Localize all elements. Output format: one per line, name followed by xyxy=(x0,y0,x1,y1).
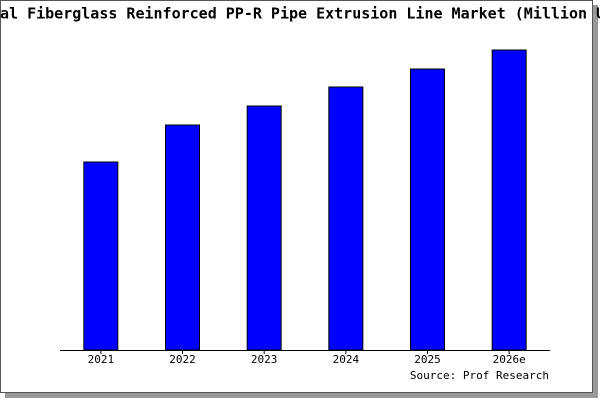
x-tick-label: 2026e xyxy=(493,353,526,366)
x-tick-label: 2023 xyxy=(251,353,278,366)
x-tick-label: 2025 xyxy=(414,353,441,366)
x-tick-label: 2021 xyxy=(88,353,115,366)
source: Source: Prof Research xyxy=(410,369,549,382)
bar xyxy=(165,124,200,351)
x-tick-label: 2024 xyxy=(333,353,360,366)
bar xyxy=(491,49,527,351)
chart-title: al Fiberglass Reinforced PP-R Pipe Extru… xyxy=(0,5,600,23)
bar xyxy=(410,68,445,351)
bar xyxy=(246,105,282,351)
bar xyxy=(83,161,119,351)
bar xyxy=(328,86,364,351)
x-tick-label: 2022 xyxy=(169,353,196,366)
